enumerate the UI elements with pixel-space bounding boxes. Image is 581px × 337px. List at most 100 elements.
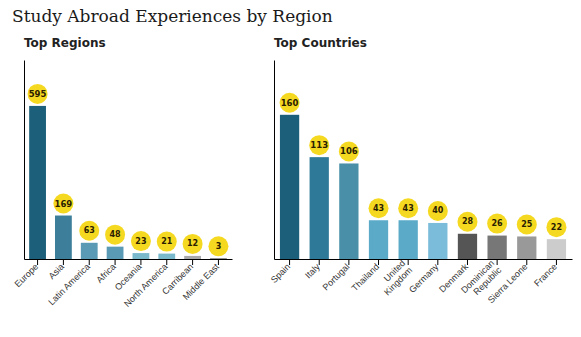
x-tick-mark <box>289 259 290 265</box>
label-bubble <box>546 217 566 237</box>
data-label: 595 <box>29 89 47 99</box>
bar <box>369 220 388 259</box>
bars <box>29 106 227 259</box>
data-label: 3 <box>216 242 222 251</box>
x-tick: Africa <box>94 259 117 285</box>
data-label: 43 <box>403 204 414 213</box>
label-bubble <box>280 93 300 113</box>
label-bubble <box>339 141 359 161</box>
chart-title: Study Abroad Experiences by Region <box>12 6 333 26</box>
x-tick: Middle East <box>181 259 222 302</box>
chart-root: Study Abroad Experiences by Region Top Re… <box>0 0 581 337</box>
label-bubble <box>53 194 73 214</box>
x-tick: Spain <box>269 259 292 285</box>
x-tick: France <box>532 259 559 288</box>
data-label: 12 <box>187 239 198 248</box>
data-label: 48 <box>110 230 122 239</box>
x-tick-mark <box>89 259 90 265</box>
x-tick-label: Italy <box>303 261 322 280</box>
label-bubble <box>208 236 228 256</box>
label-bubble <box>487 214 507 234</box>
data-label: 25 <box>521 220 533 229</box>
x-tick: Sierra Leone <box>486 259 530 305</box>
x-tick: Latin America <box>46 259 92 307</box>
bar <box>81 243 98 259</box>
y-axis <box>24 61 25 260</box>
axis-line <box>24 61 25 260</box>
x-tick-label: Europe <box>13 262 41 290</box>
data-label: 21 <box>161 237 173 246</box>
x-tick-mark <box>319 259 320 265</box>
x-tick-mark <box>526 259 527 265</box>
panel-title: Top Countries <box>274 36 367 50</box>
x-tick-mark <box>437 259 438 265</box>
bar <box>458 234 477 259</box>
x-tick-label: Asia <box>47 262 66 281</box>
bar <box>29 106 46 259</box>
bar <box>428 223 447 259</box>
x-tick: Portugal <box>321 259 352 292</box>
x-tick-mark <box>408 259 409 265</box>
bar <box>280 115 299 259</box>
label-bubble <box>457 212 477 232</box>
data-label: 113 <box>310 140 328 150</box>
x-tick-mark <box>556 259 557 265</box>
panel-title: Top Regions <box>24 36 106 50</box>
data-label: 40 <box>432 206 444 215</box>
x-tick-mark <box>467 259 468 265</box>
data-labels: 16011310643434028262522 <box>280 93 567 237</box>
bar <box>310 157 329 259</box>
x-tick-mark <box>63 259 64 265</box>
x-tick-label: Spain <box>269 262 292 285</box>
x-axis: Spain ItalyPortugalThailandUnitedKingdomG… <box>269 258 573 305</box>
x-tick: UnitedKingdom <box>375 258 414 297</box>
x-tick-mark <box>192 259 193 265</box>
x-tick-mark <box>140 259 141 265</box>
x-tick-label: North America <box>122 262 169 309</box>
bars <box>280 115 566 259</box>
label-bubble <box>28 84 48 104</box>
label-bubble <box>309 135 329 155</box>
data-label: 22 <box>551 223 562 232</box>
data-label: 63 <box>84 226 95 235</box>
bar <box>55 216 72 259</box>
x-tick-mark <box>115 259 116 265</box>
panel: Top Countries Spain ItalyPortugalThailandU… <box>269 36 573 305</box>
label-bubble <box>157 232 177 252</box>
label-bubble <box>105 225 125 245</box>
x-tick: Thailand <box>350 259 381 293</box>
label-bubble <box>398 198 418 218</box>
x-tick-mark <box>348 259 349 265</box>
axis-line <box>25 259 233 260</box>
label-bubble <box>131 231 151 251</box>
bar <box>107 247 124 259</box>
axis-line <box>274 61 275 260</box>
data-label: 43 <box>373 204 384 213</box>
bar <box>158 254 175 259</box>
bar <box>547 239 566 259</box>
x-tick-label: Germany <box>407 261 441 295</box>
label-bubble <box>183 234 203 254</box>
bar <box>487 236 506 259</box>
x-tick-label: Africa <box>94 262 117 285</box>
bar <box>210 258 227 259</box>
data-label: 106 <box>340 146 358 156</box>
label-bubble <box>79 221 99 241</box>
label-bubble <box>428 201 448 221</box>
x-tick-mark <box>37 259 38 265</box>
x-tick-mark <box>497 259 498 265</box>
x-tick: Italy <box>303 259 322 280</box>
x-tick: Asia <box>47 259 66 281</box>
bar <box>184 256 201 259</box>
x-tick: North America <box>122 259 169 309</box>
x-tick: Germany <box>407 259 441 295</box>
x-axis: EuropeAsiaLatin AmericaAfricaOceaniaNort… <box>13 259 233 309</box>
data-label: 26 <box>492 219 504 228</box>
x-tick-label: Middle East <box>181 261 222 302</box>
x-tick-label: Portugal <box>321 262 352 293</box>
data-label: 28 <box>462 217 474 226</box>
label-bubble <box>517 214 537 234</box>
x-tick-label: Thailand <box>350 262 381 293</box>
x-tick-mark <box>378 259 379 265</box>
x-tick-mark <box>218 259 219 265</box>
